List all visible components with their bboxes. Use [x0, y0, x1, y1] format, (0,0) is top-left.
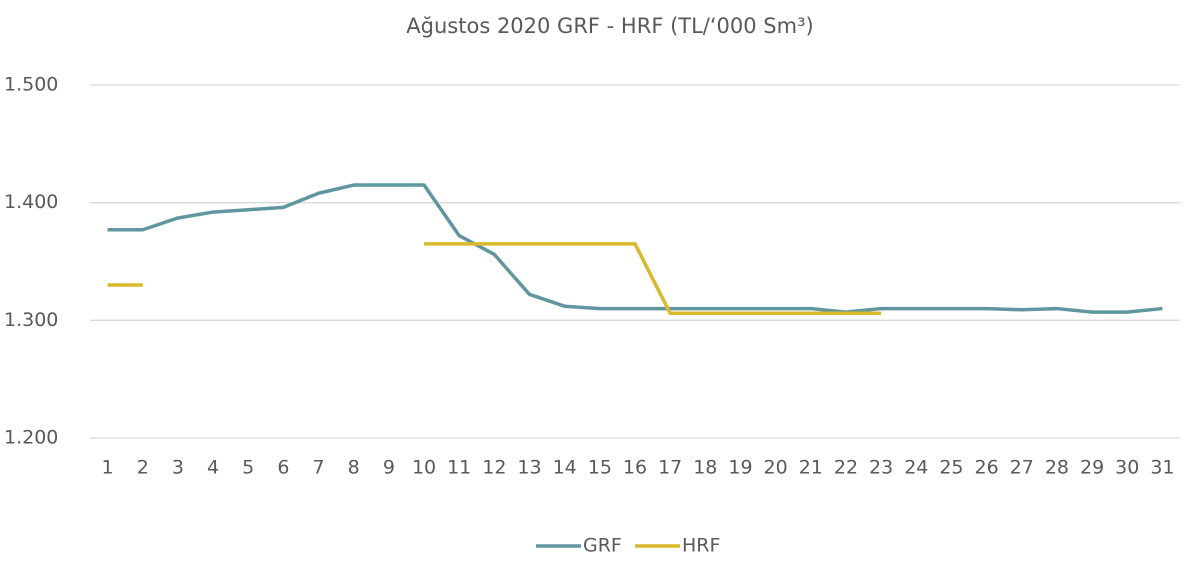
x-tick-label: 27	[1010, 457, 1034, 479]
x-tick-label: 25	[939, 457, 963, 479]
x-tick-label: 19	[728, 457, 752, 479]
x-tick-label: 26	[975, 457, 999, 479]
x-tick-label: 7	[313, 457, 325, 479]
series-line	[107, 183, 1163, 314]
x-tick-label: 17	[658, 457, 682, 479]
x-tick-label: 1	[102, 457, 114, 479]
x-tick-label: 21	[799, 457, 823, 479]
x-tick-label: 29	[1080, 457, 1104, 479]
x-tick-label: 23	[869, 457, 893, 479]
x-tick-label: 18	[693, 457, 717, 479]
x-tick-label: 3	[172, 457, 184, 479]
x-tick-label: 8	[348, 457, 360, 479]
x-tick-label: 10	[412, 457, 436, 479]
y-tick-label: 1.400	[4, 191, 58, 213]
y-tick-label: 1.200	[4, 427, 58, 449]
x-tick-label: 13	[517, 457, 541, 479]
x-tick-label: 30	[1115, 457, 1139, 479]
x-tick-label: 14	[553, 457, 577, 479]
x-tick-label: 22	[834, 457, 858, 479]
series-line	[107, 242, 882, 316]
y-tick-label: 1.300	[4, 309, 58, 331]
x-tick-label: 11	[447, 457, 471, 479]
chart-title: Ağustos 2020 GRF - HRF (TL/‘000 Sm³)	[406, 14, 813, 38]
x-tick-label: 15	[588, 457, 612, 479]
x-tick-label: 28	[1045, 457, 1069, 479]
legend-label: GRF	[583, 535, 622, 557]
legend-label: HRF	[682, 535, 720, 557]
x-tick-label: 5	[242, 457, 254, 479]
x-tick-label: 9	[383, 457, 395, 479]
x-tick-label: 20	[764, 457, 788, 479]
x-tick-label: 16	[623, 457, 647, 479]
x-tick-label: 4	[207, 457, 219, 479]
x-tick-label: 31	[1150, 457, 1174, 479]
x-tick-label: 6	[277, 457, 289, 479]
x-tick-label: 24	[904, 457, 928, 479]
x-tick-label: 12	[482, 457, 506, 479]
x-tick-label: 2	[137, 457, 149, 479]
y-tick-label: 1.500	[4, 74, 58, 96]
